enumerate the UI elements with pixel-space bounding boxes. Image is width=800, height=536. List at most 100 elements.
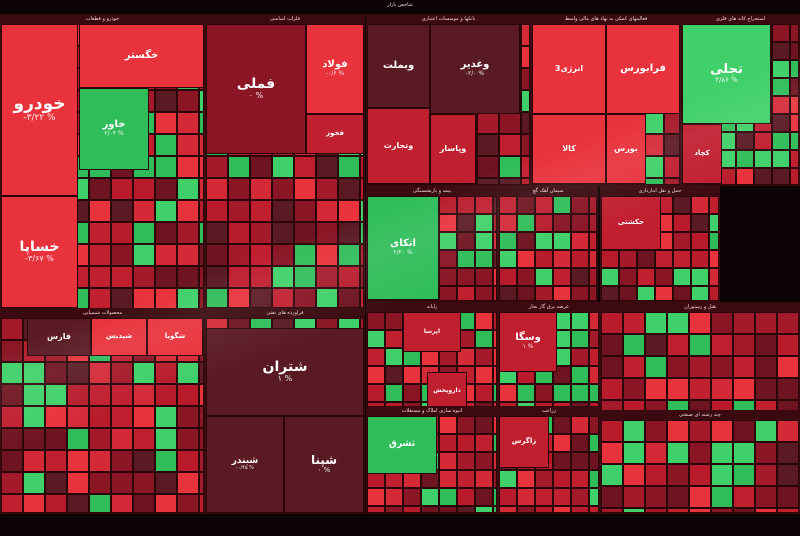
minor-stock-tile[interactable] (250, 200, 272, 222)
minor-stock-tile[interactable] (667, 356, 689, 378)
minor-stock-tile[interactable] (360, 156, 364, 178)
minor-stock-tile[interactable] (571, 312, 589, 330)
minor-stock-tile[interactable] (206, 156, 228, 178)
minor-stock-tile[interactable] (655, 250, 673, 268)
minor-stock-tile[interactable] (338, 178, 360, 200)
minor-stock-tile[interactable] (755, 486, 777, 508)
minor-stock-tile[interactable] (385, 506, 403, 513)
minor-stock-tile[interactable] (623, 464, 645, 486)
minor-stock-tile[interactable] (777, 378, 799, 400)
minor-stock-tile[interactable] (601, 356, 623, 378)
minor-stock-tile[interactable] (711, 464, 733, 486)
minor-stock-tile[interactable] (177, 244, 199, 266)
minor-stock-tile[interactable] (553, 214, 571, 232)
minor-stock-tile[interactable] (367, 506, 385, 513)
minor-stock-tile[interactable] (294, 200, 316, 222)
minor-stock-tile[interactable] (155, 244, 177, 266)
minor-stock-tile[interactable] (206, 266, 228, 288)
minor-stock-tile[interactable] (601, 268, 619, 286)
minor-stock-tile[interactable] (517, 268, 535, 286)
minor-stock-tile[interactable] (521, 134, 530, 156)
minor-stock-tile[interactable] (517, 470, 535, 488)
minor-stock-tile[interactable] (385, 366, 403, 384)
minor-stock-tile[interactable] (155, 156, 177, 178)
minor-stock-tile[interactable] (754, 168, 772, 185)
minor-stock-tile[interactable] (294, 178, 316, 200)
minor-stock-tile[interactable] (571, 366, 589, 384)
minor-stock-tile[interactable] (754, 132, 772, 150)
minor-stock-tile[interactable] (777, 508, 799, 513)
minor-stock-tile[interactable] (755, 464, 777, 486)
stock-tile[interactable]: شپنا ۰ % (284, 416, 364, 513)
minor-stock-tile[interactable] (385, 312, 403, 330)
minor-stock-tile[interactable] (360, 244, 364, 266)
minor-stock-tile[interactable] (709, 214, 719, 232)
minor-stock-tile[interactable] (67, 428, 89, 450)
minor-stock-tile[interactable] (89, 384, 111, 406)
minor-stock-tile[interactable] (601, 442, 623, 464)
minor-stock-tile[interactable] (250, 244, 272, 266)
minor-stock-tile[interactable] (228, 222, 250, 244)
minor-stock-tile[interactable] (535, 268, 553, 286)
minor-stock-tile[interactable] (493, 232, 497, 250)
minor-stock-tile[interactable] (736, 168, 754, 185)
minor-stock-tile[interactable] (23, 406, 45, 428)
minor-stock-tile[interactable] (589, 286, 597, 301)
minor-stock-tile[interactable] (477, 112, 499, 134)
stock-tile[interactable]: شبندر -۰/۴۵ % (206, 416, 284, 513)
stock-tile[interactable]: زاگرس (499, 416, 549, 468)
minor-stock-tile[interactable] (199, 90, 204, 112)
minor-stock-tile[interactable] (601, 486, 623, 508)
minor-stock-tile[interactable] (673, 232, 691, 250)
minor-stock-tile[interactable] (272, 288, 294, 308)
stock-tile[interactable]: ثشرق (367, 416, 437, 474)
minor-stock-tile[interactable] (475, 268, 493, 286)
minor-stock-tile[interactable] (89, 428, 111, 450)
minor-stock-tile[interactable] (667, 334, 689, 356)
minor-stock-tile[interactable] (664, 134, 680, 156)
minor-stock-tile[interactable] (1, 384, 23, 406)
minor-stock-tile[interactable] (589, 366, 599, 384)
minor-stock-tile[interactable] (475, 214, 493, 232)
minor-stock-tile[interactable] (475, 312, 493, 330)
minor-stock-tile[interactable] (133, 428, 155, 450)
minor-stock-tile[interactable] (439, 214, 457, 232)
minor-stock-tile[interactable] (89, 362, 111, 384)
minor-stock-tile[interactable] (111, 450, 133, 472)
minor-stock-tile[interactable] (294, 244, 316, 266)
minor-stock-tile[interactable] (499, 470, 517, 488)
minor-stock-tile[interactable] (111, 428, 133, 450)
minor-stock-tile[interactable] (177, 112, 199, 134)
minor-stock-tile[interactable] (133, 384, 155, 406)
stock-tile[interactable]: اتکای ۲/۲۰ % (367, 196, 439, 300)
minor-stock-tile[interactable] (521, 178, 530, 185)
minor-stock-tile[interactable] (89, 266, 111, 288)
minor-stock-tile[interactable] (571, 470, 589, 488)
minor-stock-tile[interactable] (206, 200, 228, 222)
minor-stock-tile[interactable] (475, 434, 493, 452)
minor-stock-tile[interactable] (439, 470, 457, 488)
minor-stock-tile[interactable] (772, 24, 790, 42)
minor-stock-tile[interactable] (623, 442, 645, 464)
minor-stock-tile[interactable] (589, 214, 597, 232)
minor-stock-tile[interactable] (790, 132, 799, 150)
minor-stock-tile[interactable] (177, 288, 199, 310)
minor-stock-tile[interactable] (517, 214, 535, 232)
minor-stock-tile[interactable] (199, 428, 204, 450)
minor-stock-tile[interactable] (589, 312, 599, 330)
minor-stock-tile[interactable] (155, 288, 177, 310)
minor-stock-tile[interactable] (619, 250, 637, 268)
minor-stock-tile[interactable] (475, 348, 493, 366)
minor-stock-tile[interactable] (111, 178, 133, 200)
minor-stock-tile[interactable] (439, 452, 457, 470)
minor-stock-tile[interactable] (228, 200, 250, 222)
minor-stock-tile[interactable] (689, 312, 711, 334)
minor-stock-tile[interactable] (477, 178, 499, 185)
minor-stock-tile[interactable] (645, 356, 667, 378)
minor-stock-tile[interactable] (709, 250, 719, 268)
minor-stock-tile[interactable] (199, 450, 204, 472)
minor-stock-tile[interactable] (338, 288, 360, 308)
minor-stock-tile[interactable] (645, 486, 667, 508)
minor-stock-tile[interactable] (689, 508, 711, 513)
minor-stock-tile[interactable] (338, 266, 360, 288)
